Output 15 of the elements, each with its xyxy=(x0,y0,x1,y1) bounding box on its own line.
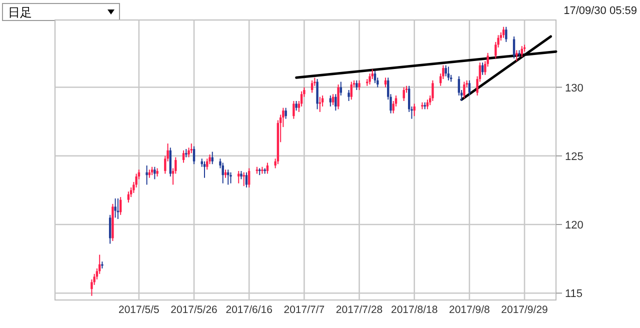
text: 17/09/30 05:59 xyxy=(564,5,637,17)
x-tick-label: 2017/7/28 xyxy=(336,304,383,316)
x-tick-label: 2017/7/7 xyxy=(284,304,325,316)
title-dropdown: 日足 xyxy=(2,3,120,21)
x-tick-label: 2017/5/26 xyxy=(170,304,218,316)
y-tick-label: 115 xyxy=(565,288,583,300)
y-tick-label: 130 xyxy=(565,82,584,94)
y-tick-label: 125 xyxy=(565,150,584,163)
chart-title: 日足 xyxy=(8,6,32,20)
x-tick-label: 2017/9/8 xyxy=(449,304,490,316)
x-tick-label: 2017/5/5 xyxy=(118,304,160,316)
y-tick-label: 120 xyxy=(565,220,584,232)
x-tick-label: 2017/9/29 xyxy=(501,304,548,316)
x-tick-label: 2017/6/16 xyxy=(226,304,273,316)
x-tick-label: 2017/8/18 xyxy=(390,304,438,316)
